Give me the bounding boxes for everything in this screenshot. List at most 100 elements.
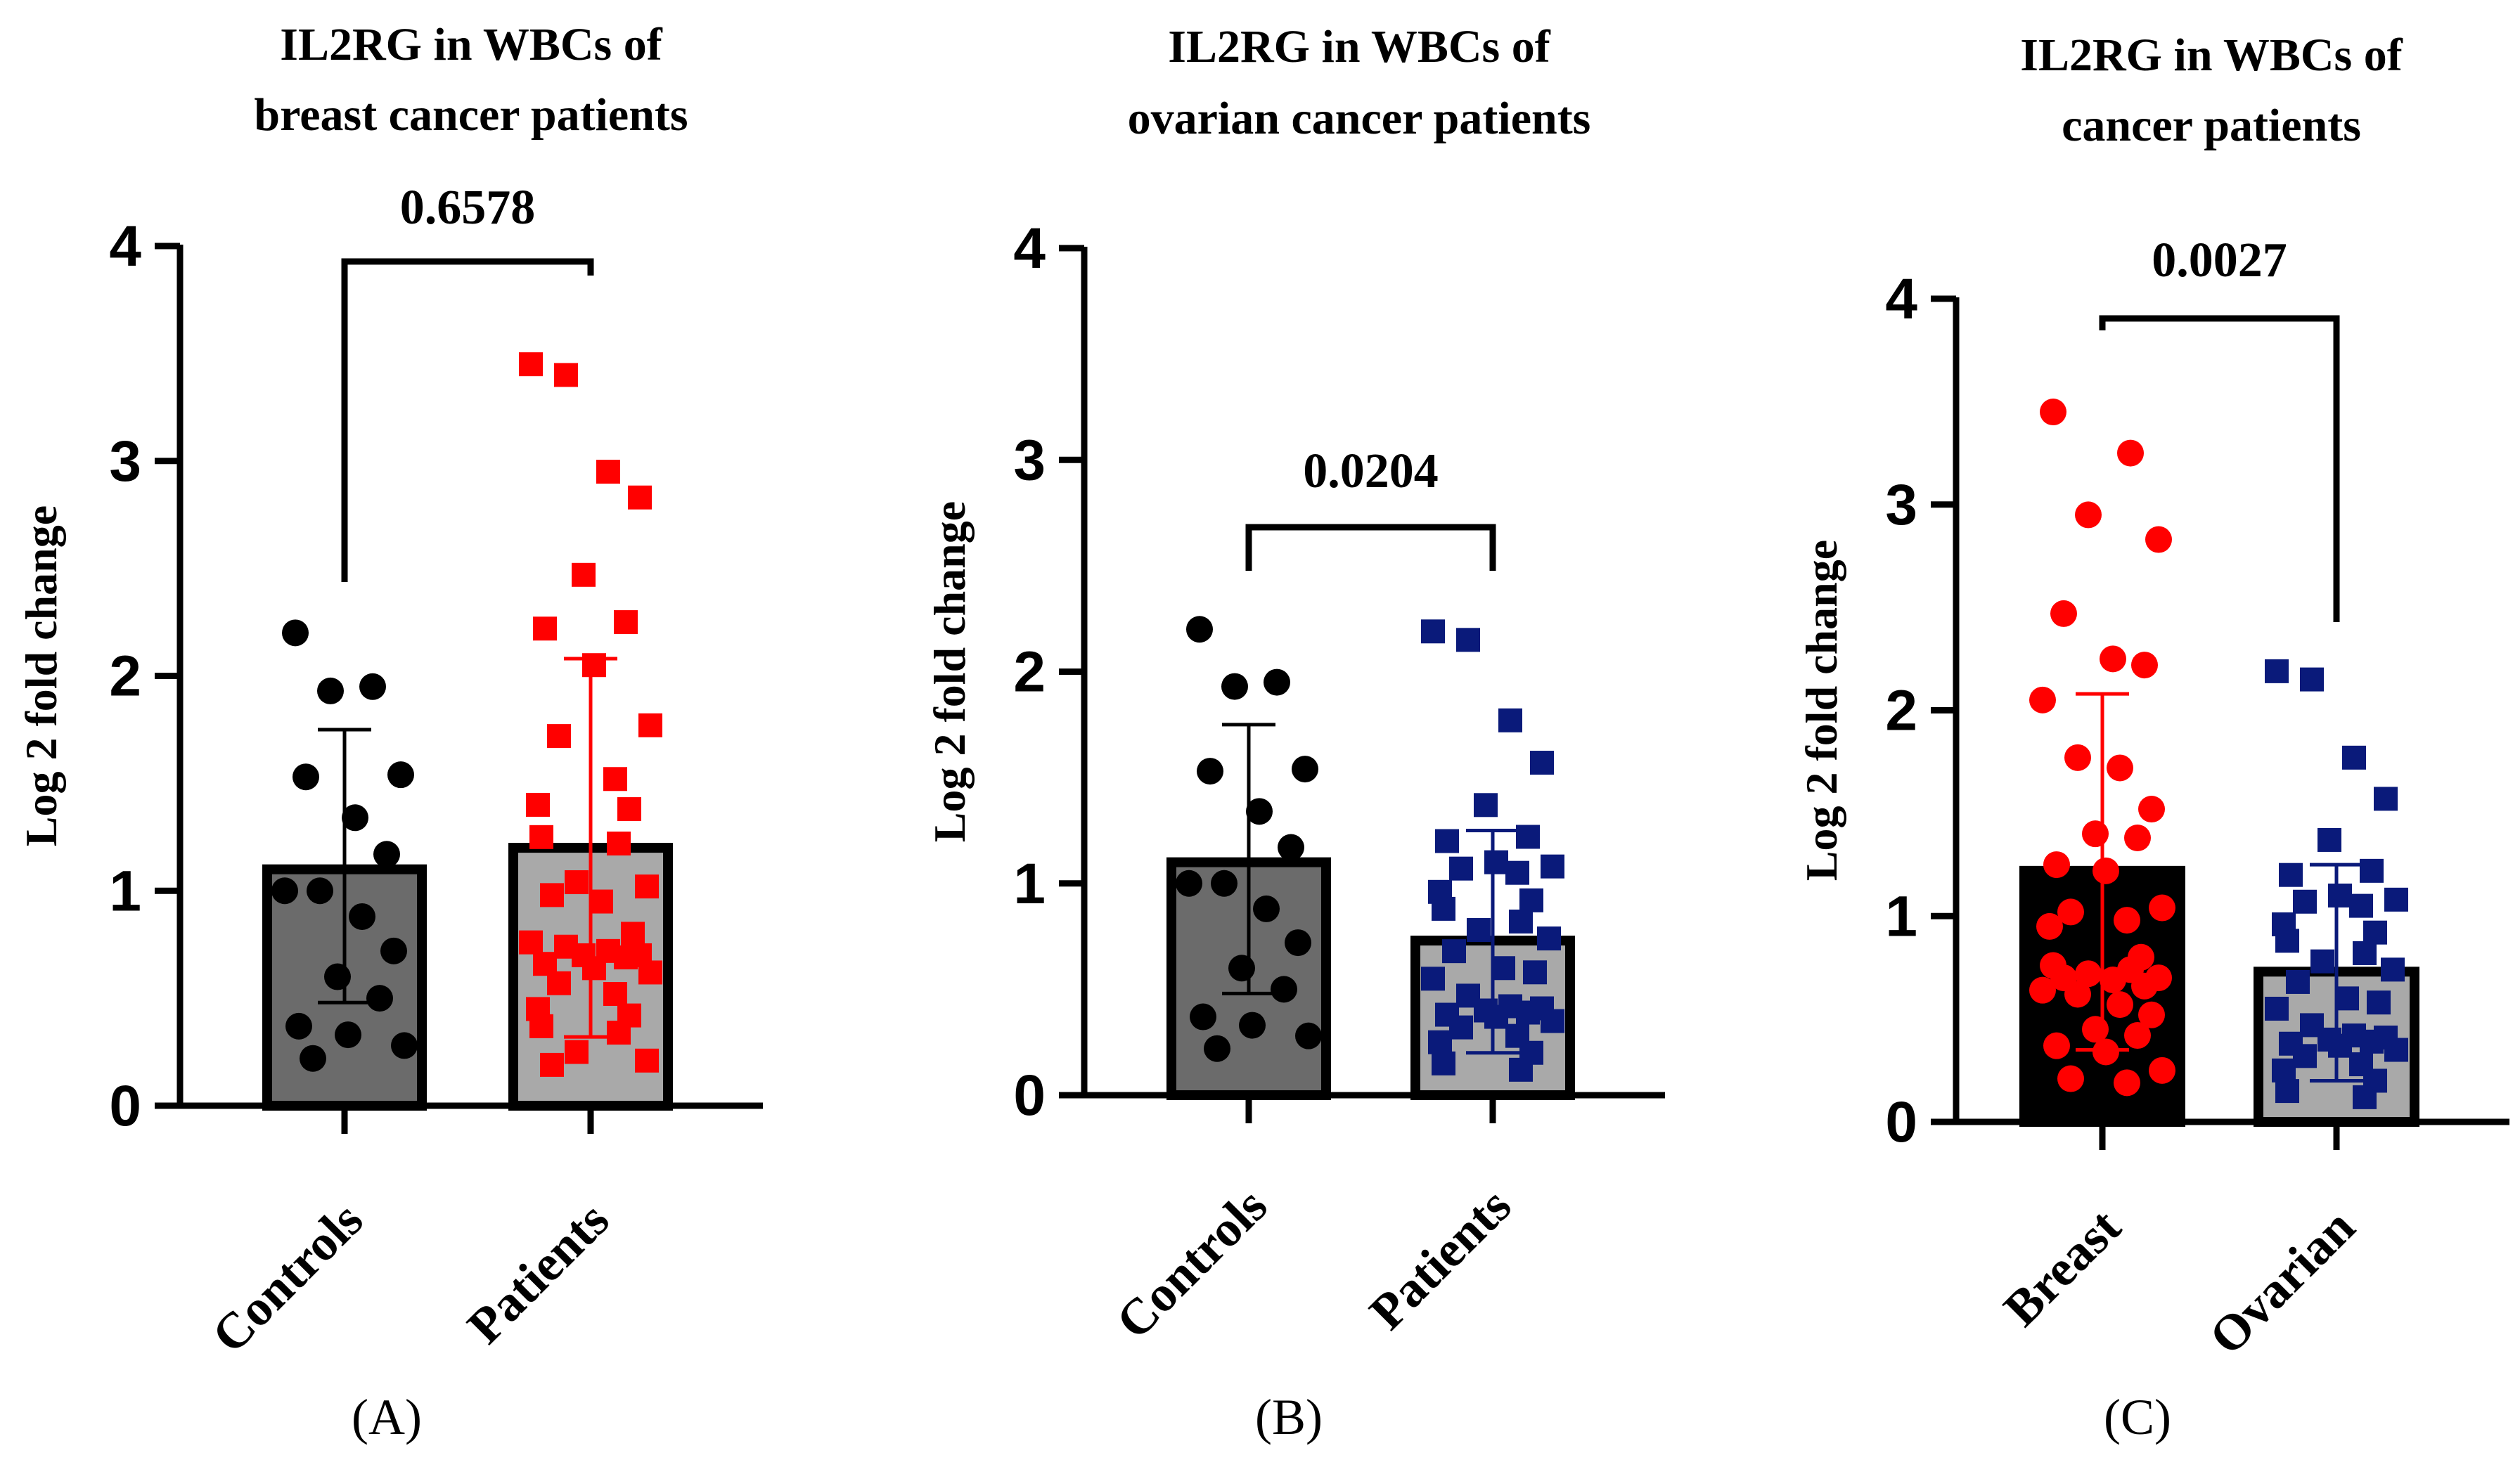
data-point bbox=[1541, 854, 1564, 879]
data-point bbox=[607, 1021, 631, 1045]
panel-label: (B) bbox=[1255, 1389, 1323, 1445]
data-point bbox=[349, 903, 375, 930]
data-point bbox=[282, 619, 309, 647]
y-tick-label: 0 bbox=[1013, 1064, 1046, 1128]
y-tick-label: 4 bbox=[1885, 267, 1917, 331]
data-point bbox=[317, 677, 344, 704]
data-point bbox=[1516, 1000, 1540, 1025]
data-point bbox=[1432, 1051, 1455, 1075]
data-point bbox=[1484, 850, 1508, 874]
data-point bbox=[628, 485, 652, 510]
x-tick-label: Breast bbox=[1993, 1199, 2131, 1337]
data-point bbox=[2286, 969, 2310, 994]
data-point bbox=[547, 724, 571, 749]
data-point bbox=[1186, 616, 1213, 643]
y-axis-label: Log 2 fold change bbox=[925, 501, 975, 842]
data-point bbox=[2381, 957, 2405, 982]
data-point bbox=[2082, 820, 2109, 848]
data-point bbox=[572, 562, 596, 587]
data-point bbox=[2064, 981, 2091, 1008]
data-point bbox=[2092, 1038, 2119, 1066]
data-point bbox=[2353, 941, 2377, 965]
y-tick-label: 1 bbox=[1013, 852, 1046, 916]
data-point bbox=[2272, 1058, 2296, 1083]
data-point bbox=[2300, 667, 2324, 692]
data-point bbox=[2075, 960, 2102, 988]
data-point bbox=[1271, 976, 1297, 1003]
data-point bbox=[2117, 439, 2144, 467]
data-point bbox=[1491, 956, 1515, 981]
significance-bracket bbox=[341, 258, 594, 582]
data-point bbox=[1292, 756, 1318, 783]
y-axis-label: Log 2 fold change bbox=[16, 505, 66, 846]
data-point bbox=[1264, 668, 1290, 696]
data-point bbox=[1509, 1057, 1533, 1082]
data-point bbox=[1456, 628, 1480, 652]
data-point bbox=[2349, 893, 2373, 918]
panel-label: (C) bbox=[2104, 1389, 2171, 1445]
data-point bbox=[2360, 1029, 2384, 1054]
data-point bbox=[2265, 996, 2289, 1021]
data-point bbox=[582, 653, 606, 678]
data-point bbox=[638, 960, 662, 985]
data-point bbox=[2335, 986, 2359, 1011]
data-point bbox=[607, 831, 631, 855]
data-point bbox=[2064, 744, 2091, 771]
data-point bbox=[533, 616, 557, 641]
data-point bbox=[635, 1048, 659, 1073]
y-tick-label: 4 bbox=[1013, 217, 1046, 280]
data-point bbox=[1253, 895, 1280, 922]
data-point bbox=[2100, 967, 2126, 994]
chart-panel-c: IL2RG in WBCs of cancer patients Log 2 fol… bbox=[1796, 30, 2509, 1445]
data-point bbox=[2328, 1033, 2352, 1058]
data-point bbox=[1530, 751, 1554, 775]
data-point bbox=[2057, 898, 2084, 926]
data-point bbox=[391, 1032, 418, 1059]
data-point bbox=[2149, 1057, 2175, 1084]
data-point bbox=[540, 1052, 564, 1077]
chart-title-line: IL2RG in WBCs of bbox=[1168, 21, 1550, 72]
x-tick-label: Patients bbox=[456, 1191, 619, 1355]
data-point bbox=[2353, 1085, 2377, 1109]
data-point bbox=[1239, 1012, 1266, 1039]
data-point bbox=[1505, 860, 1529, 885]
data-point bbox=[1221, 673, 1248, 700]
data-point bbox=[1484, 1004, 1508, 1029]
data-point bbox=[614, 610, 638, 635]
data-point bbox=[2138, 796, 2165, 823]
data-point bbox=[2318, 827, 2341, 852]
data-point bbox=[621, 922, 645, 946]
data-point bbox=[1523, 960, 1547, 985]
data-point bbox=[2131, 972, 2158, 1000]
significance-bracket bbox=[1245, 524, 1496, 571]
p-value-label: 0.0027 bbox=[2152, 233, 2287, 288]
data-point bbox=[1197, 758, 1223, 785]
data-point bbox=[359, 673, 386, 700]
y-tick-label: 3 bbox=[1013, 428, 1046, 492]
data-point bbox=[2040, 399, 2066, 426]
data-point bbox=[2367, 990, 2391, 1015]
data-point bbox=[2124, 1022, 2151, 1049]
data-point bbox=[529, 825, 553, 849]
chart-title-line: IL2RG in WBCs of bbox=[2020, 30, 2403, 81]
data-point bbox=[526, 792, 550, 817]
data-point bbox=[1435, 829, 1459, 853]
data-point bbox=[603, 767, 627, 792]
data-point bbox=[2107, 754, 2133, 782]
data-point bbox=[2384, 887, 2408, 912]
data-point bbox=[2050, 600, 2077, 627]
data-point bbox=[2374, 787, 2398, 811]
significance-bracket bbox=[2099, 315, 2340, 622]
x-tick-label: Controls bbox=[201, 1191, 373, 1364]
data-point bbox=[2029, 976, 2056, 1004]
x-tick-label: Controls bbox=[1105, 1177, 1278, 1350]
data-point bbox=[2145, 526, 2172, 553]
data-point bbox=[1449, 1015, 1473, 1040]
data-point bbox=[635, 874, 659, 899]
data-point bbox=[2293, 889, 2317, 914]
data-point bbox=[519, 352, 543, 377]
data-point bbox=[565, 870, 589, 895]
y-tick-label: 0 bbox=[1885, 1090, 1917, 1154]
chart-title-line: IL2RG in WBCs of bbox=[280, 19, 662, 70]
